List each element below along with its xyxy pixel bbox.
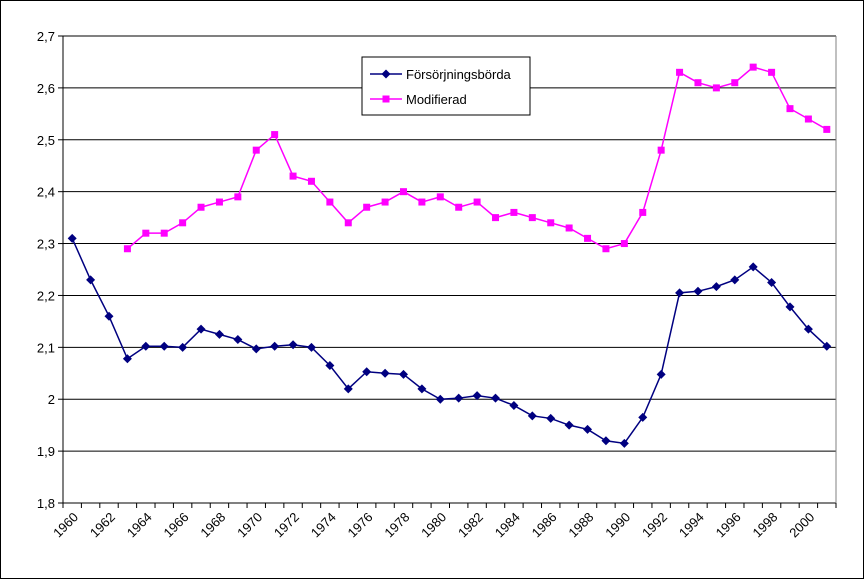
point [803,324,813,334]
point [619,438,629,448]
point [694,79,702,87]
point [178,342,188,352]
point [179,219,187,227]
point [455,203,463,211]
point [141,341,151,351]
legend-box [361,56,531,116]
point [363,203,371,211]
point [547,219,555,227]
point [528,214,536,222]
point [436,193,444,201]
point [527,411,537,421]
point [418,198,426,206]
legend-marker [382,95,390,103]
point [491,393,501,403]
point [473,198,481,206]
point [510,208,518,216]
point [785,302,795,312]
y-tick-label: 2,2 [37,288,55,303]
point [731,79,739,87]
point [454,393,464,403]
point [67,233,77,243]
point [104,311,114,321]
point [233,335,243,345]
point [620,240,628,248]
y-tick-label: 2,3 [37,237,55,252]
point [786,105,794,113]
point [584,234,592,242]
point [196,324,206,334]
point [602,245,610,253]
point [123,245,131,253]
point [435,394,445,404]
point [676,68,684,76]
point [492,214,500,222]
point [160,229,168,237]
point [270,341,280,351]
point [271,131,279,139]
point [380,368,390,378]
point [398,369,408,379]
point [711,282,721,292]
point [693,286,703,296]
point [657,146,665,154]
point [639,208,647,216]
point [822,341,832,351]
point [712,84,720,92]
point [122,354,132,364]
point [730,275,740,285]
point [823,125,831,133]
point [142,229,150,237]
legend-label: Modifierad [406,92,467,107]
y-tick-label: 2,5 [37,133,55,148]
y-tick-label: 2,1 [37,340,55,355]
point [748,262,758,272]
point [326,198,334,206]
point [583,424,593,434]
y-tick-label: 2,4 [37,185,55,200]
point [638,412,648,422]
point [804,115,812,123]
point [472,391,482,401]
point [546,413,556,423]
y-tick-label: 1,9 [37,444,55,459]
point [252,146,260,154]
point [307,177,315,185]
point [601,436,611,446]
point [399,188,407,196]
point [749,63,757,71]
point [288,340,298,350]
point [362,367,372,377]
point [656,369,666,379]
point [767,277,777,287]
point [251,344,261,354]
point [215,198,223,206]
point [159,341,169,351]
legend-label: Försörjningsbörda [406,67,512,82]
point [768,68,776,76]
legend-marker [381,69,391,79]
point [306,342,316,352]
point [417,384,427,394]
point [381,198,389,206]
point [344,219,352,227]
y-tick-label: 2 [48,392,55,407]
y-tick-label: 2,6 [37,81,55,96]
y-tick-label: 1,8 [37,496,55,511]
point [325,360,335,370]
point [197,203,205,211]
point [214,329,224,339]
point [675,288,685,298]
point [565,224,573,232]
point [86,275,96,285]
point [564,420,574,430]
point [343,384,353,394]
point [509,400,519,410]
point [289,172,297,180]
point [234,193,242,201]
y-tick-label: 2,7 [37,29,55,44]
